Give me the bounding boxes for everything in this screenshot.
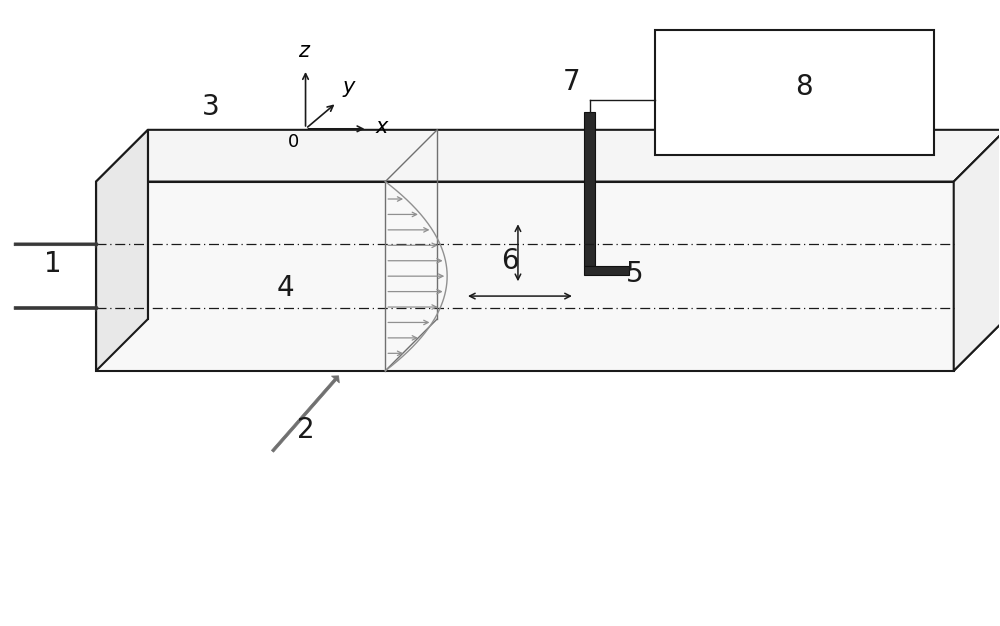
Text: 1: 1: [44, 250, 62, 278]
Polygon shape: [96, 130, 1000, 182]
Polygon shape: [96, 182, 954, 371]
Text: 6: 6: [501, 247, 519, 275]
Text: 3: 3: [202, 93, 220, 121]
Text: 8: 8: [795, 73, 813, 101]
Polygon shape: [96, 130, 148, 371]
Text: 0: 0: [288, 133, 300, 151]
Polygon shape: [96, 319, 1000, 371]
Text: 5: 5: [626, 260, 643, 288]
Bar: [584, 266, 629, 275]
Text: 7: 7: [563, 68, 581, 96]
Bar: [584, 112, 595, 266]
Polygon shape: [954, 130, 1000, 371]
Text: y: y: [343, 76, 355, 96]
Text: z: z: [298, 41, 309, 61]
Bar: [655, 30, 934, 155]
Text: 2: 2: [297, 416, 314, 444]
Text: x: x: [375, 117, 388, 137]
Text: 4: 4: [277, 274, 294, 302]
